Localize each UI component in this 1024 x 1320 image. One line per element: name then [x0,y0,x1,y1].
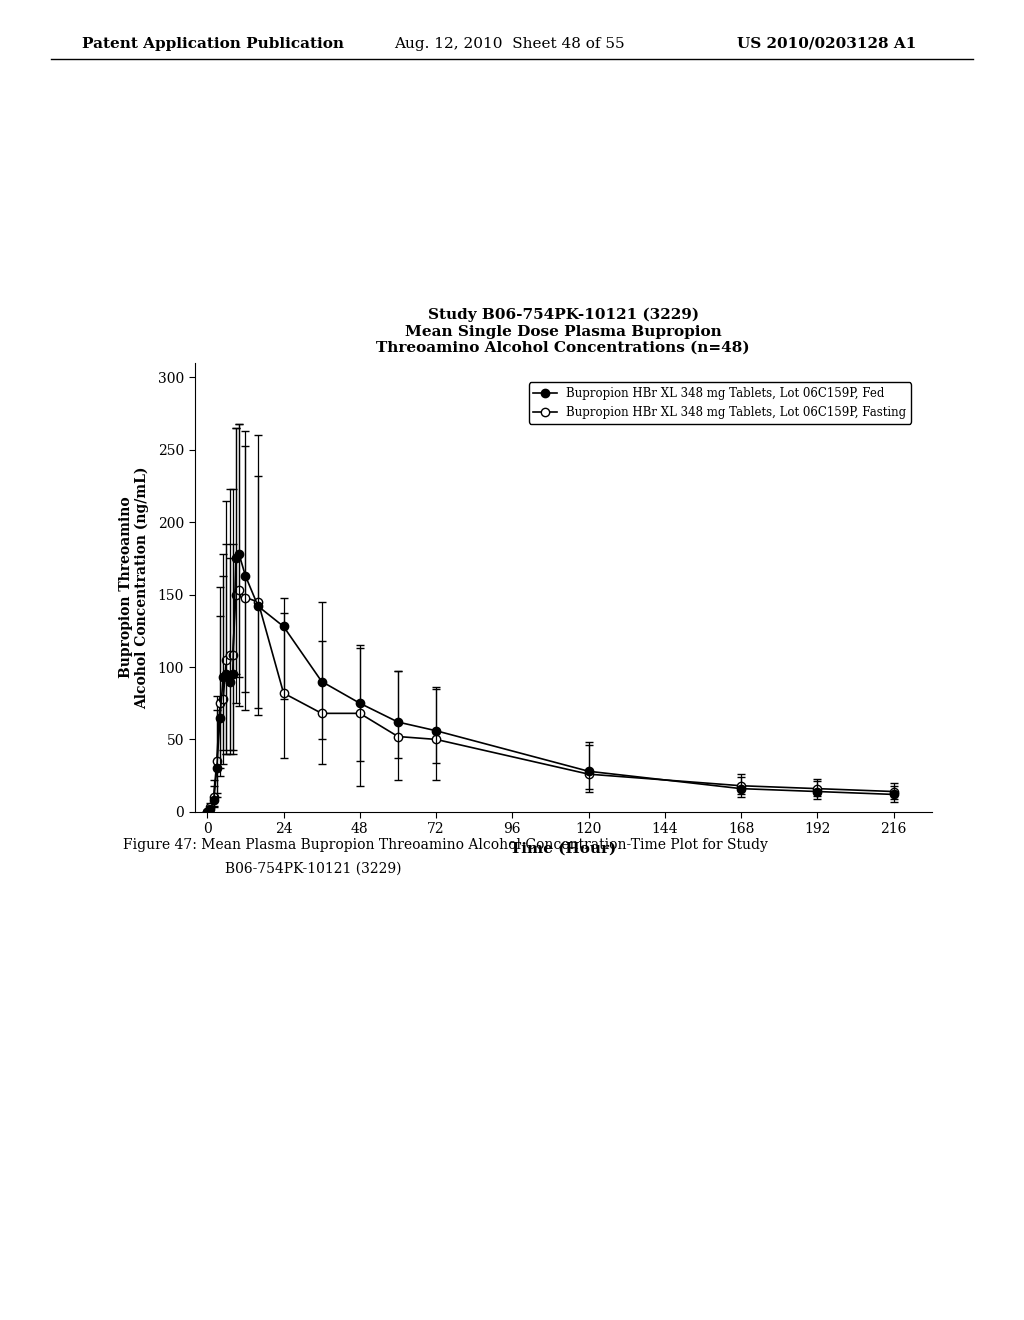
Text: Aug. 12, 2010  Sheet 48 of 55: Aug. 12, 2010 Sheet 48 of 55 [394,37,625,51]
Legend: Bupropion HBr XL 348 mg Tablets, Lot 06C159P, Fed, Bupropion HBr XL 348 mg Table: Bupropion HBr XL 348 mg Tablets, Lot 06C… [528,383,911,424]
Y-axis label: Bupropion Threoamino
Alcohol Concentration (ng/mL): Bupropion Threoamino Alcohol Concentrati… [119,466,150,709]
Title: Study B06-754PK-10121 (3229)
Mean Single Dose Plasma Bupropion
Threoamino Alcoho: Study B06-754PK-10121 (3229) Mean Single… [377,308,750,355]
Text: Figure 47: Mean Plasma Bupropion Threoamino Alcohol Concentration-Time Plot for : Figure 47: Mean Plasma Bupropion Threoam… [123,838,768,853]
X-axis label: Time (Hour): Time (Hour) [510,842,616,855]
Text: Patent Application Publication: Patent Application Publication [82,37,344,51]
Text: US 2010/0203128 A1: US 2010/0203128 A1 [737,37,916,51]
Text: B06-754PK-10121 (3229): B06-754PK-10121 (3229) [225,862,401,876]
